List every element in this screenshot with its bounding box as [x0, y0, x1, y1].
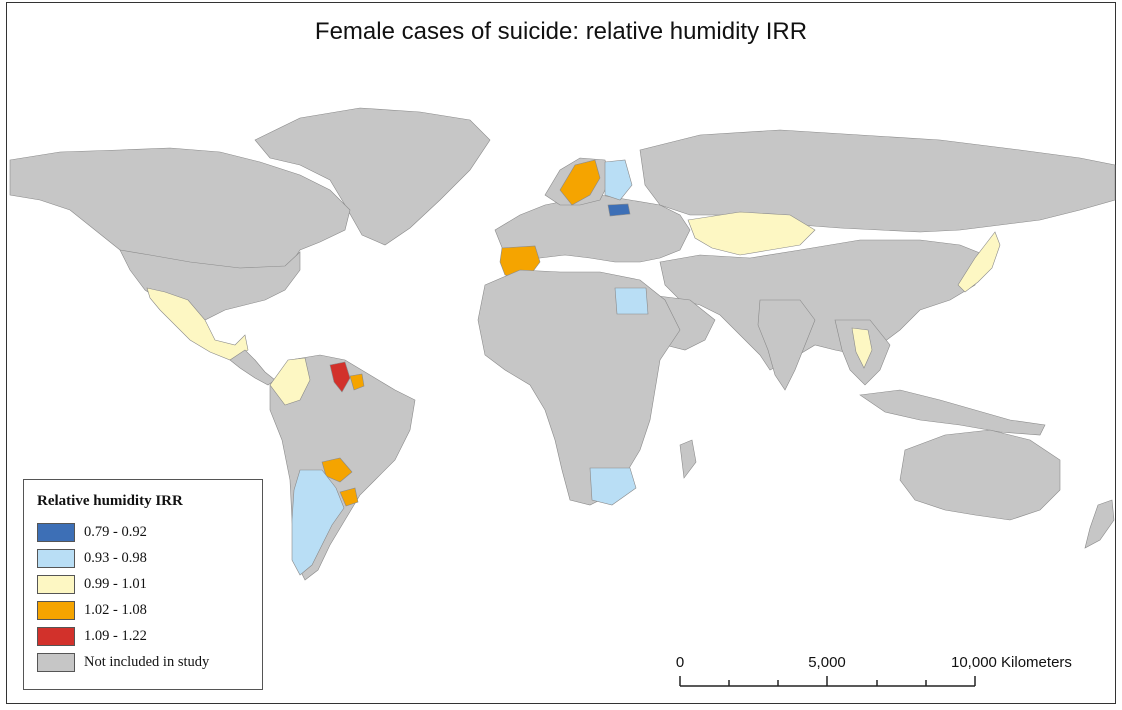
land-russia [639, 129, 1116, 233]
land-thailand [851, 327, 873, 369]
land-paraguay [321, 457, 353, 483]
land-egypt [614, 287, 649, 315]
land-greenland [254, 107, 491, 246]
land-lithuania [607, 203, 631, 217]
legend-label: 0.79 - 0.92 [84, 523, 147, 540]
legend-title: Relative humidity IRR [37, 493, 183, 509]
land-argentina [291, 469, 345, 576]
scale-label-5000: 5,000 [808, 654, 846, 671]
legend-swatch [37, 548, 75, 568]
legend-swatch [37, 600, 75, 620]
legend-label: 1.09 - 1.22 [84, 627, 147, 644]
legend-swatch [37, 522, 75, 542]
land-australia [899, 429, 1061, 521]
land-south-africa [589, 467, 637, 506]
land-colombia [269, 357, 311, 406]
land-kazakhstan [687, 211, 816, 256]
land-africa [477, 269, 681, 506]
land-uruguay [339, 487, 359, 507]
land-sweden [559, 159, 601, 206]
legend-item: 0.93 - 0.98 [37, 548, 147, 568]
legend: Relative humidity IRR 0.79 - 0.92 0.93 -… [23, 479, 263, 690]
legend-item: 1.02 - 1.08 [37, 600, 147, 620]
legend-label: 0.99 - 1.01 [84, 575, 147, 592]
legend-swatch [37, 652, 75, 672]
map-title: Female cases of suicide: relative humidi… [314, 18, 808, 45]
legend-swatch [37, 574, 75, 594]
land-mexico [146, 287, 249, 361]
legend-item: 0.99 - 1.01 [37, 574, 147, 594]
scale-bar: 0 5,000 10,000 Kilometers [676, 654, 1072, 687]
land-suriname [349, 373, 365, 391]
legend-item: 1.09 - 1.22 [37, 626, 147, 646]
land-central-america [229, 349, 276, 386]
land-new-zealand [1084, 499, 1115, 549]
scale-label-0: 0 [676, 654, 684, 671]
legend-label: 0.93 - 0.98 [84, 549, 147, 566]
land-indonesia [859, 389, 1046, 436]
legend-item: 0.79 - 0.92 [37, 522, 147, 542]
land-india [757, 299, 816, 391]
legend-swatch [37, 626, 75, 646]
land-madagascar [679, 439, 697, 479]
land-asia-middle [659, 239, 986, 371]
land-japan [957, 231, 1001, 293]
legend-label: Not included in study [84, 653, 210, 670]
legend-item: Not included in study [37, 652, 209, 672]
legend-label: 1.02 - 1.08 [84, 601, 147, 618]
land-finland [604, 159, 633, 201]
scale-label-10000: 10,000 Kilometers [951, 654, 1072, 671]
land-guyana [329, 361, 351, 393]
